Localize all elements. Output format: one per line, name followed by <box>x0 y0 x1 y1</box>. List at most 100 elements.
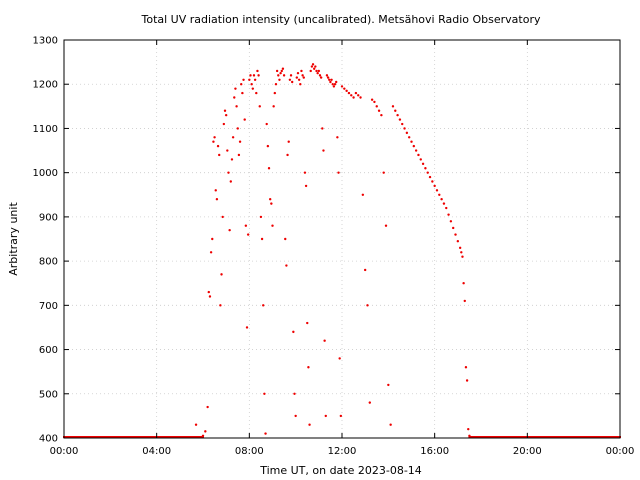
data-point <box>456 240 460 243</box>
data-point <box>584 436 587 438</box>
data-point <box>81 436 84 438</box>
data-point <box>326 76 330 79</box>
data-point <box>85 436 88 438</box>
data-point <box>124 436 127 438</box>
data-point <box>333 83 337 86</box>
data-point <box>536 436 539 438</box>
data-point <box>559 436 562 438</box>
data-point <box>563 436 566 438</box>
data-point <box>159 436 162 438</box>
y-axis: 400 500 600 700 800 900 1000 1100 1200 1300 <box>33 36 620 445</box>
data-point <box>551 436 554 438</box>
x-tick-label: 04:00 <box>142 446 171 457</box>
data-points <box>63 63 621 438</box>
data-point <box>229 180 232 183</box>
data-point <box>220 273 223 276</box>
data-point <box>328 78 331 82</box>
data-point <box>600 436 603 438</box>
x-axis: 00:00 04:00 08:00 12:00 16:00 20:00 00:00 <box>50 40 634 457</box>
data-point <box>287 140 290 143</box>
data-point <box>97 436 100 438</box>
data-point <box>270 202 273 205</box>
data-point <box>197 436 200 438</box>
data-point <box>542 436 545 438</box>
data-point <box>484 436 487 438</box>
data-point <box>583 436 586 438</box>
data-point <box>493 436 496 438</box>
data-point <box>321 127 324 130</box>
data-point <box>318 74 322 77</box>
data-point <box>149 436 152 438</box>
data-point <box>375 105 378 108</box>
data-point <box>482 436 485 438</box>
data-point <box>241 91 244 95</box>
data-point <box>488 436 491 438</box>
data-point <box>310 65 314 68</box>
data-point <box>339 414 343 418</box>
data-point <box>145 436 148 438</box>
data-point <box>507 436 510 438</box>
data-point <box>116 436 119 438</box>
data-point <box>571 436 574 438</box>
data-point <box>236 127 239 130</box>
data-point <box>288 78 292 82</box>
data-point <box>391 105 395 108</box>
data-point <box>480 436 482 438</box>
data-point <box>253 78 257 82</box>
data-point <box>196 436 199 438</box>
data-point <box>160 436 163 438</box>
data-point <box>255 91 258 95</box>
data-point <box>246 233 250 236</box>
data-point <box>237 153 241 157</box>
data-point <box>192 436 195 438</box>
data-point <box>104 436 107 438</box>
data-point <box>483 436 486 438</box>
data-point <box>329 80 332 84</box>
data-point <box>552 436 555 438</box>
data-point <box>433 184 436 188</box>
data-point <box>609 436 612 438</box>
data-point <box>206 405 209 409</box>
data-point <box>133 436 136 438</box>
data-point <box>228 228 231 232</box>
data-point <box>188 436 191 438</box>
data-point <box>574 436 577 438</box>
data-point <box>407 136 411 139</box>
data-point <box>410 140 413 143</box>
data-point <box>387 383 390 387</box>
data-point <box>537 436 540 438</box>
data-point <box>511 436 514 438</box>
data-point <box>513 436 516 438</box>
data-point <box>491 436 494 438</box>
data-point <box>570 436 573 438</box>
data-point <box>171 436 174 438</box>
data-point <box>176 436 179 438</box>
y-tick-label: 1000 <box>33 168 58 179</box>
data-point <box>256 69 259 73</box>
data-point <box>251 87 255 90</box>
data-point <box>504 436 507 438</box>
data-point <box>95 436 98 438</box>
data-point <box>486 436 489 438</box>
data-point <box>336 136 339 139</box>
data-point <box>281 67 285 70</box>
data-point <box>263 392 266 395</box>
data-point <box>417 153 420 157</box>
data-point <box>214 189 217 192</box>
data-point <box>595 436 598 438</box>
data-point <box>230 158 234 161</box>
data-point <box>497 436 500 438</box>
y-tick-label: 900 <box>39 212 58 223</box>
data-point <box>68 436 71 438</box>
data-point <box>438 193 441 196</box>
data-point <box>528 436 531 438</box>
data-point <box>377 109 381 112</box>
data-point <box>215 198 219 201</box>
plot-frame <box>63 39 621 439</box>
data-point <box>508 436 511 438</box>
data-point <box>319 76 323 79</box>
data-point <box>178 436 181 438</box>
y-axis-label: Arbitrary unit <box>7 202 20 276</box>
data-point <box>587 436 590 438</box>
data-point <box>138 436 141 438</box>
